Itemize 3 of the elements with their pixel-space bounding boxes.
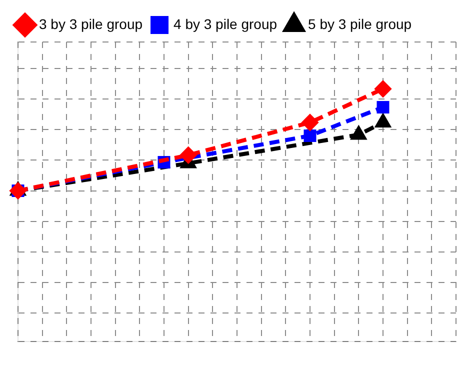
legend-label: 4 by 3 pile group [174, 16, 278, 32]
legend-label: 5 by 3 pile group [308, 16, 412, 32]
legend-label: 3 by 3 pile group [39, 16, 143, 32]
